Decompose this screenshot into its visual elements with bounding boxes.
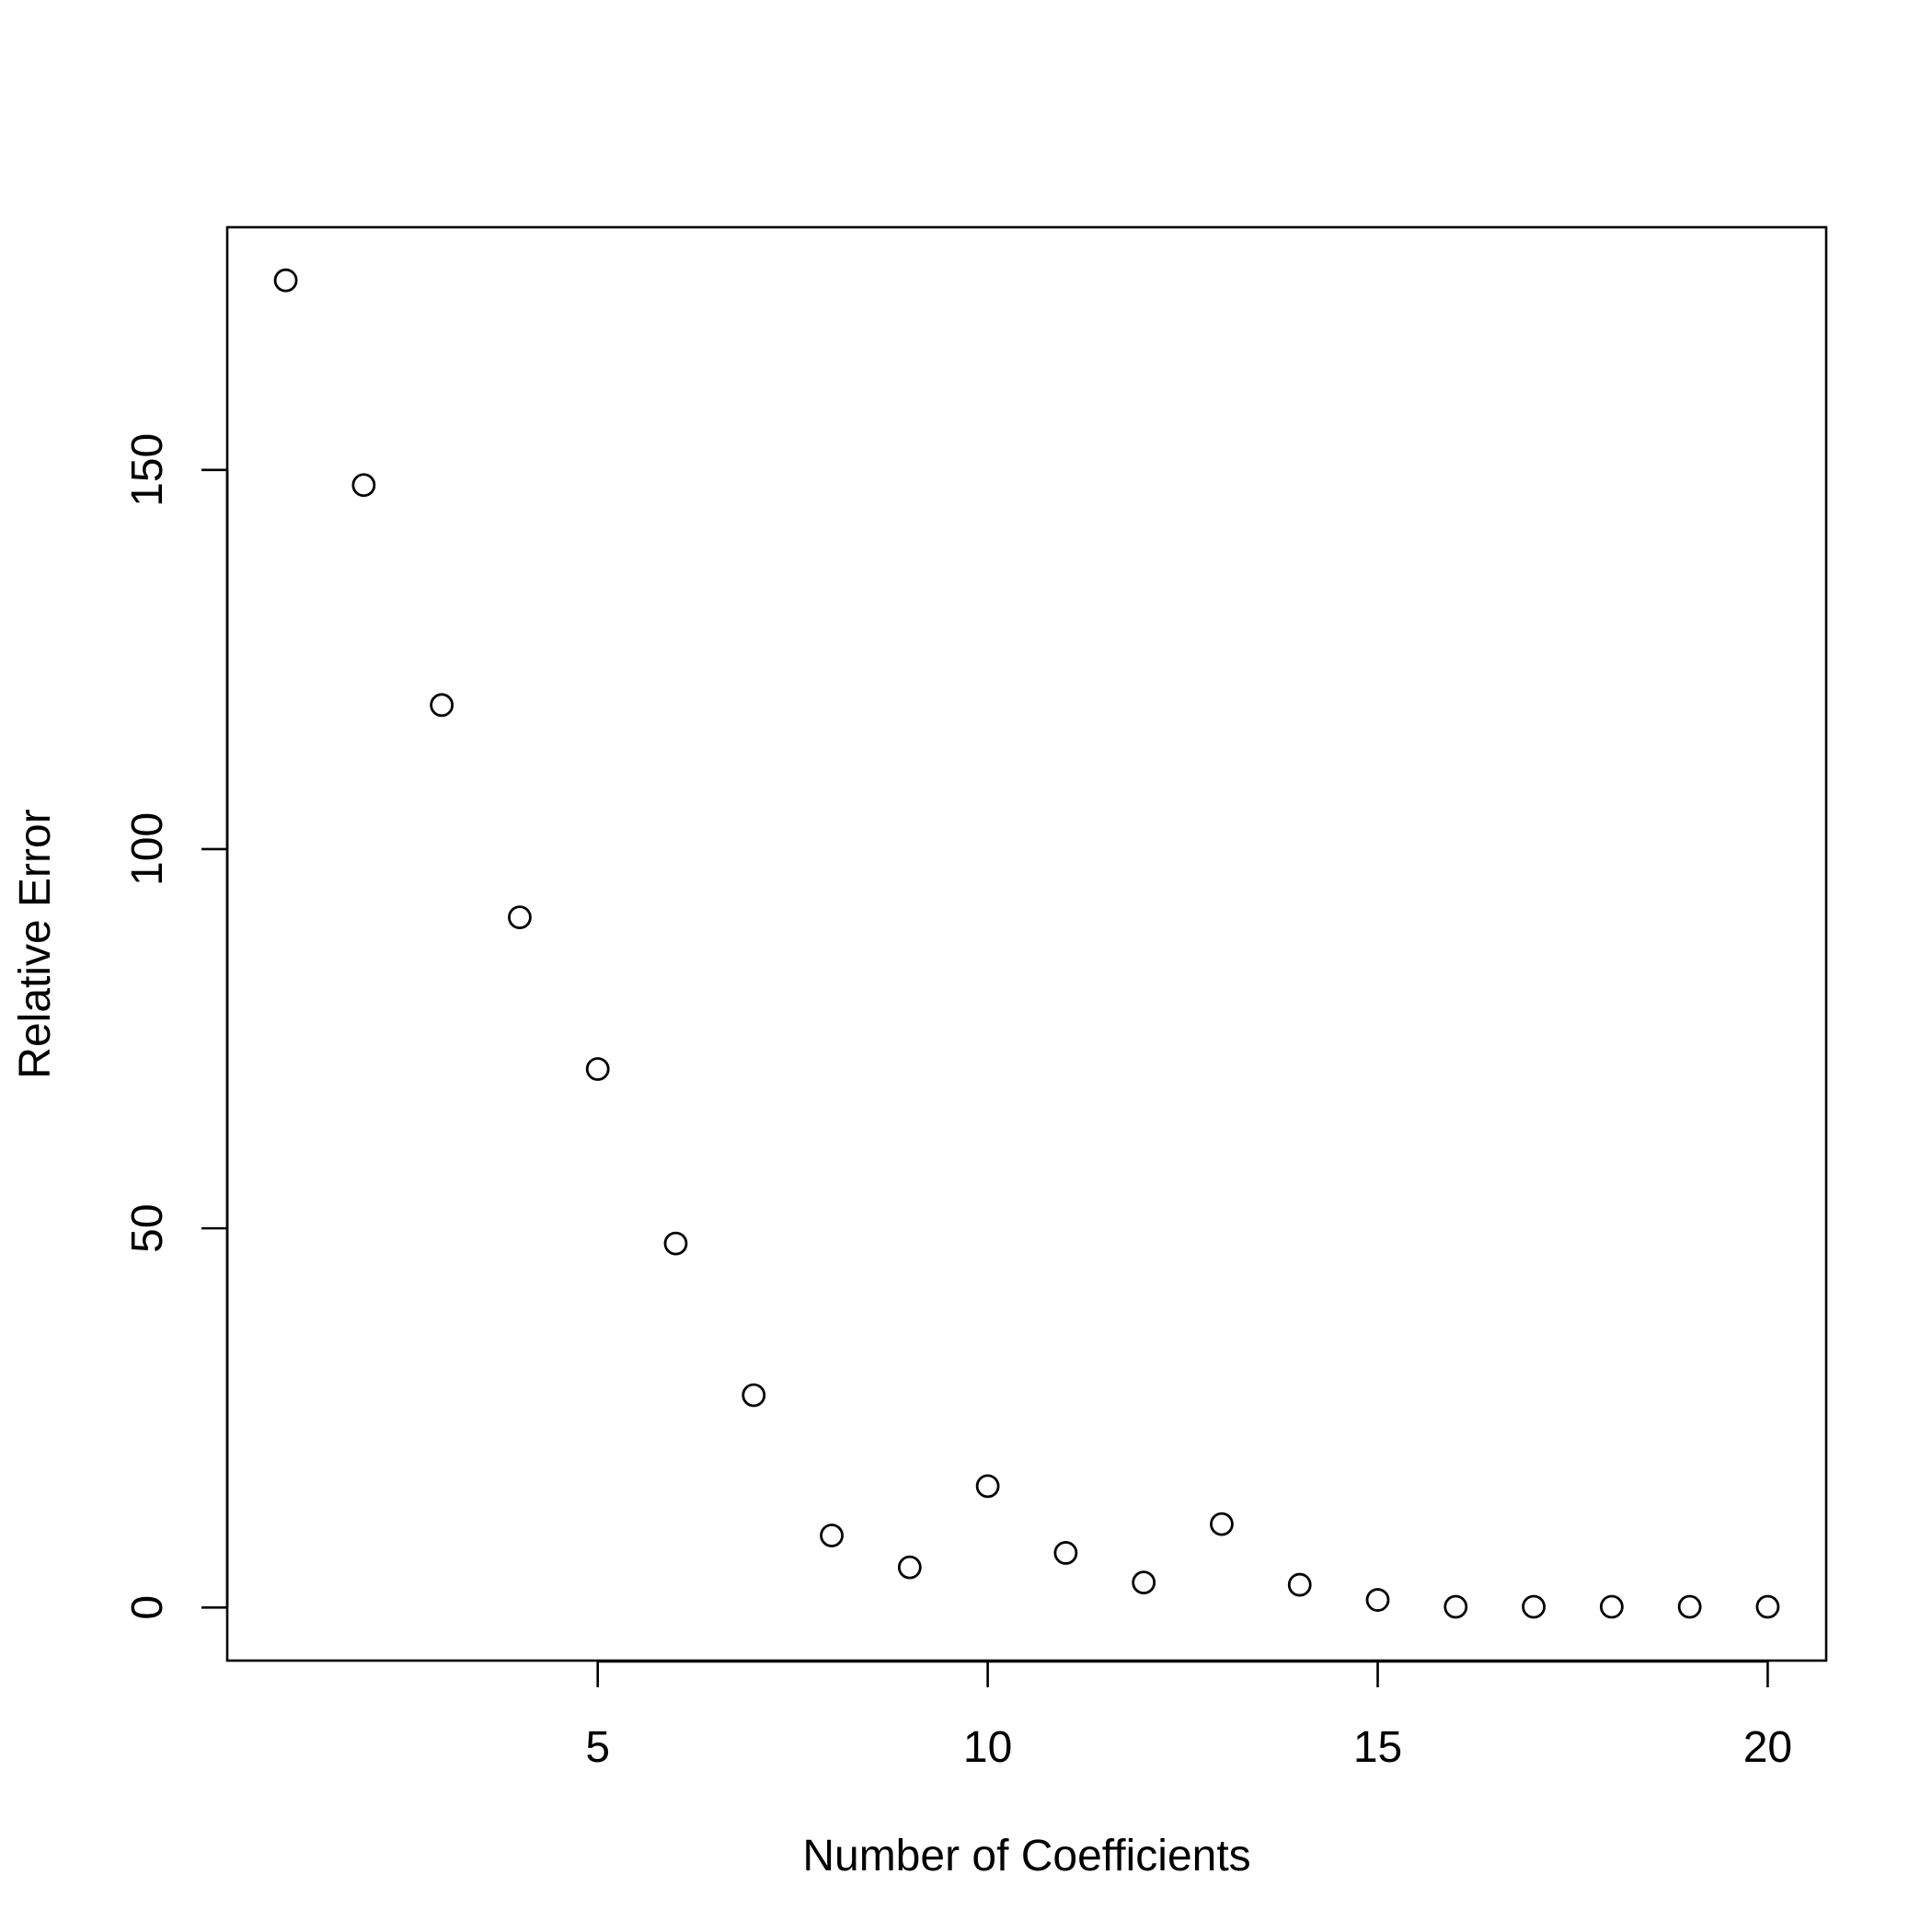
- data-point: [663, 1231, 688, 1256]
- x-axis: 5 10 15 20: [585, 1660, 1792, 1772]
- x-tick-label: 10: [963, 1723, 1012, 1772]
- data-point: [508, 905, 532, 930]
- data-point: [897, 1555, 922, 1580]
- data-point: [1755, 1594, 1780, 1619]
- data-point: [273, 268, 298, 293]
- data-point: [1443, 1594, 1468, 1619]
- data-point: [1365, 1588, 1390, 1612]
- y-axis: 0 50 100 150: [123, 433, 229, 1620]
- x-axis-title: Number of Coefficients: [802, 1832, 1250, 1880]
- data-point: [742, 1383, 766, 1408]
- plot-frame: [225, 225, 1828, 1662]
- x-tick-label: 15: [1353, 1723, 1402, 1772]
- y-tick-label: 0: [123, 1595, 172, 1620]
- x-ticks: 5 10 15 20: [585, 1662, 1792, 1772]
- data-point: [1287, 1572, 1312, 1597]
- data-point: [1599, 1594, 1624, 1619]
- data-point: [1210, 1512, 1234, 1536]
- data-points: [273, 268, 1780, 1619]
- data-point: [1522, 1594, 1546, 1619]
- data-point: [975, 1474, 1000, 1499]
- x-tick-label: 5: [585, 1723, 610, 1772]
- data-point: [1677, 1594, 1702, 1619]
- y-tick-label: 150: [123, 433, 172, 507]
- data-point: [430, 693, 454, 718]
- data-point: [820, 1524, 844, 1547]
- data-point: [1132, 1570, 1156, 1594]
- data-point: [1053, 1541, 1078, 1565]
- y-axis-title: Relative Error: [11, 809, 60, 1078]
- data-point: [351, 473, 376, 498]
- y-tick-label: 50: [123, 1203, 172, 1252]
- y-ticks: 0 50 100 150: [123, 433, 227, 1620]
- x-tick-label: 20: [1743, 1723, 1792, 1772]
- data-point: [585, 1057, 610, 1081]
- y-tick-label: 100: [123, 812, 172, 886]
